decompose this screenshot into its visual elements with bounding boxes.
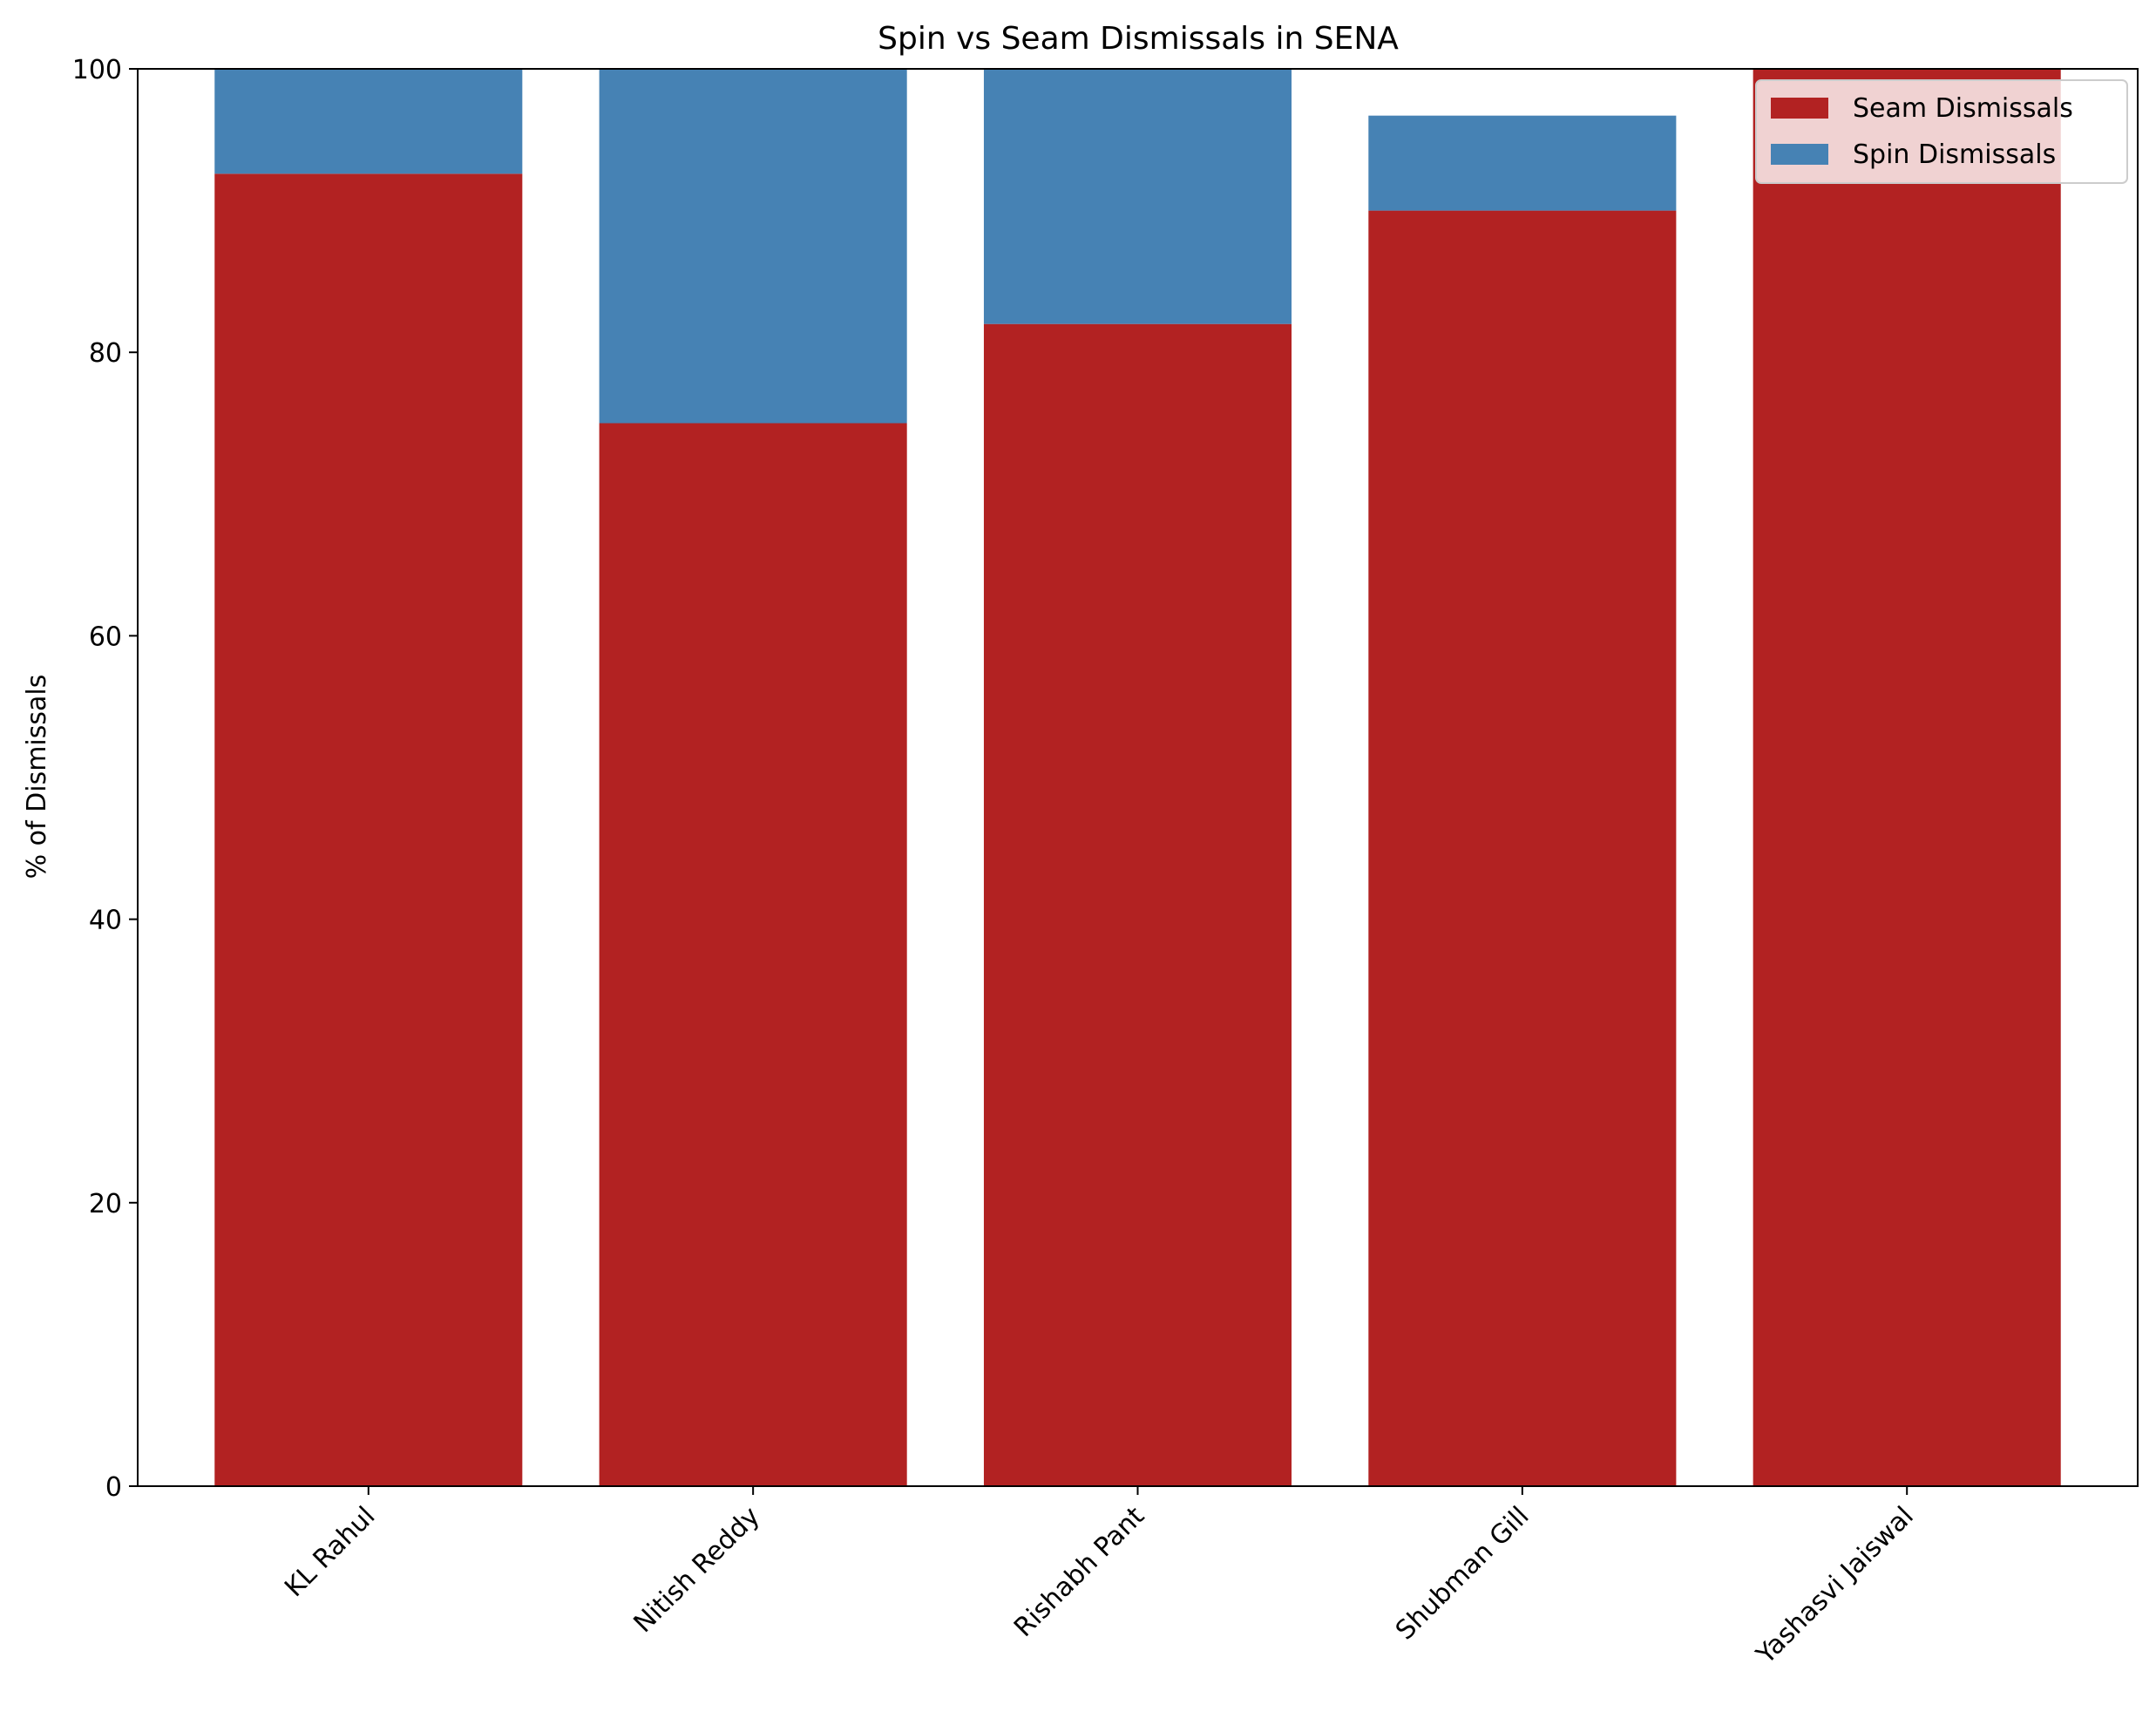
- bar-spin-2: [599, 69, 907, 424]
- bars-group: [214, 69, 2061, 1487]
- legend: Seam Dismissals Spin Dismissals: [1755, 79, 2128, 184]
- y-tick-label: 60: [89, 621, 122, 652]
- legend-label-seam: Seam Dismissals: [1853, 93, 2073, 124]
- y-axis-label: % of Dismissals: [22, 675, 52, 879]
- y-tick-label: 40: [89, 906, 122, 936]
- bar-seam-4: [1368, 210, 1677, 1487]
- legend-box: [1755, 79, 2128, 184]
- bar-seam-3: [983, 323, 1292, 1487]
- legend-swatch-spin: [1771, 144, 1828, 165]
- y-axis-ticks: 0 20 40 60 80 100: [72, 55, 138, 1503]
- bar-spin-3: [983, 69, 1292, 324]
- bar-seam-1: [214, 173, 523, 1486]
- legend-label-spin: Spin Dismissals: [1853, 139, 2056, 170]
- chart-title: Spin vs Seam Dismissals in SENA: [878, 21, 1399, 57]
- legend-swatch-seam: [1771, 98, 1828, 119]
- y-tick-label: 20: [89, 1189, 122, 1219]
- y-tick-label: 100: [72, 55, 122, 85]
- y-tick-label: 80: [89, 338, 122, 369]
- y-tick-label: 0: [105, 1472, 122, 1503]
- bar-spin-4: [1368, 115, 1677, 211]
- bar-seam-2: [599, 423, 907, 1486]
- bar-seam-5: [1753, 69, 2061, 1486]
- bar-spin-1: [214, 69, 523, 174]
- plot-frame: [137, 68, 2139, 1487]
